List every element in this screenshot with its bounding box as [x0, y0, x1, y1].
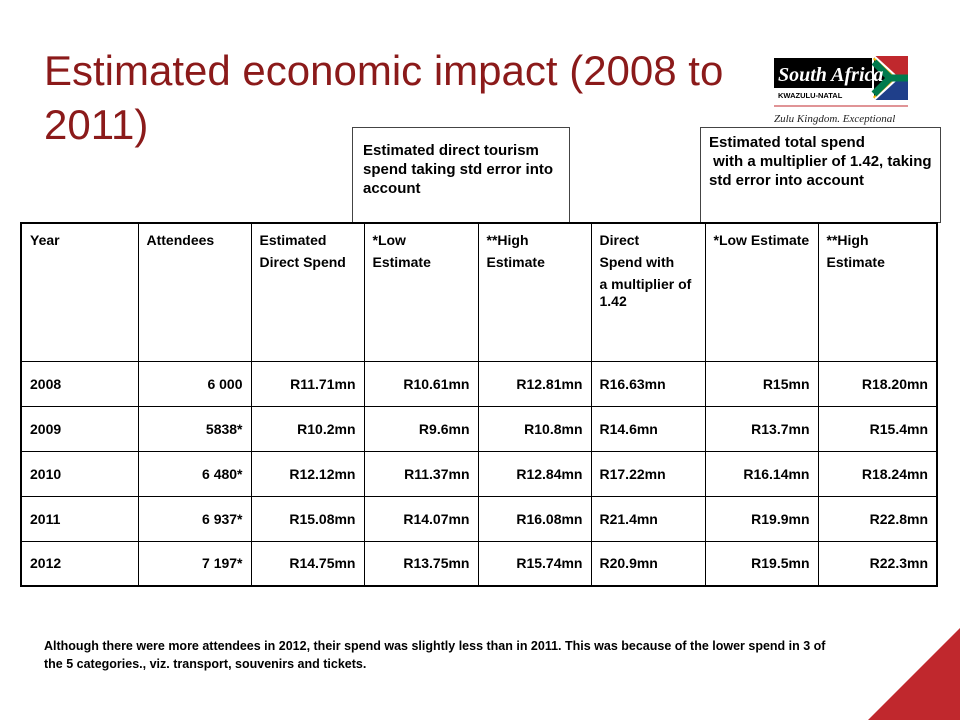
- cell-high-estimate: R16.08mn: [477, 495, 592, 542]
- header-multiplier-low-estimate: *Low Estimate: [704, 222, 819, 362]
- cell-total-high: R18.20mn: [817, 360, 938, 407]
- logo-tagline: Zulu Kingdom. Exceptional: [774, 113, 895, 125]
- callout-total-line2: with a multiplier of 1.42, taking std er…: [709, 153, 936, 189]
- cell-total-high: R18.24mn: [817, 450, 938, 497]
- cell-total-low: R13.7mn: [704, 405, 819, 452]
- table-row: 2012 7 197* R14.75mn R13.75mn R15.74mn R…: [20, 540, 938, 587]
- cell-attendees: 7 197*: [137, 540, 252, 587]
- cell-year: 2009: [20, 405, 139, 452]
- cell-total-low: R19.5mn: [704, 540, 819, 587]
- logo-region: KWAZULU-NATAL: [778, 91, 843, 100]
- callout-total-spend: Estimated total spend with a multiplier …: [700, 127, 941, 223]
- cell-total-spend: R14.6mn: [590, 405, 706, 452]
- cell-year: 2011: [20, 495, 139, 542]
- economic-impact-table: Year Attendees Estimated Direct Spend *Lo…: [20, 222, 938, 587]
- cell-high-estimate: R12.81mn: [477, 360, 592, 407]
- header-estimated-direct-spend: Estimated Direct Spend: [250, 222, 365, 362]
- page-title: Estimated economic impact (2008 to 2011): [44, 47, 724, 148]
- cell-low-estimate: R9.6mn: [363, 405, 479, 452]
- cell-direct-spend: R15.08mn: [250, 495, 365, 542]
- cell-total-high: R22.8mn: [817, 495, 938, 542]
- cell-direct-spend: R10.2mn: [250, 405, 365, 452]
- cell-attendees: 5838*: [137, 405, 252, 452]
- table-row: 2011 6 937* R15.08mn R14.07mn R16.08mn R…: [20, 495, 938, 542]
- cell-low-estimate: R13.75mn: [363, 540, 479, 587]
- cell-total-low: R15mn: [704, 360, 819, 407]
- cell-year: 2010: [20, 450, 139, 497]
- logo-wordmark: South Africa: [778, 64, 883, 86]
- cell-total-spend: R17.22mn: [590, 450, 706, 497]
- cell-attendees: 6 000: [137, 360, 252, 407]
- cell-total-low: R16.14mn: [704, 450, 819, 497]
- cell-year: 2008: [20, 360, 139, 407]
- header-attendees: Attendees: [137, 222, 252, 362]
- cell-high-estimate: R15.74mn: [477, 540, 592, 587]
- cell-attendees: 6 480*: [137, 450, 252, 497]
- cell-total-high: R15.4mn: [817, 405, 938, 452]
- cell-direct-spend: R14.75mn: [250, 540, 365, 587]
- cell-total-low: R19.9mn: [704, 495, 819, 542]
- header-row: Year Attendees Estimated Direct Spend *Lo…: [20, 222, 938, 362]
- table-row: 2008 6 000 R11.71mn R10.61mn R12.81mn R1…: [20, 360, 938, 407]
- corner-triangle-decoration: [868, 628, 960, 720]
- footnote: Although there were more attendees in 20…: [44, 639, 826, 671]
- header-year: Year: [20, 222, 139, 362]
- header-multiplier-high-estimate: **High Estimate: [817, 222, 938, 362]
- table-row: 2009 5838* R10.2mn R9.6mn R10.8mn R14.6m…: [20, 405, 938, 452]
- cell-attendees: 6 937*: [137, 495, 252, 542]
- cell-total-spend: R16.63mn: [590, 360, 706, 407]
- cell-year: 2012: [20, 540, 139, 587]
- table-row: 2010 6 480* R12.12mn R11.37mn R12.84mn R…: [20, 450, 938, 497]
- header-high-estimate: **High Estimate: [477, 222, 592, 362]
- cell-low-estimate: R11.37mn: [363, 450, 479, 497]
- callout-direct-text: Estimated direct tourism spend taking st…: [363, 142, 554, 197]
- cell-high-estimate: R10.8mn: [477, 405, 592, 452]
- callout-total-line1: Estimated total spend: [709, 134, 865, 151]
- cell-direct-spend: R12.12mn: [250, 450, 365, 497]
- cell-high-estimate: R12.84mn: [477, 450, 592, 497]
- cell-total-spend: R21.4mn: [590, 495, 706, 542]
- flag-icon: [871, 55, 908, 101]
- callout-direct-spend: Estimated direct tourism spend taking st…: [352, 127, 570, 223]
- cell-low-estimate: R10.61mn: [363, 360, 479, 407]
- cell-total-high: R22.3mn: [817, 540, 938, 587]
- header-low-estimate: *Low Estimate: [363, 222, 479, 362]
- cell-total-spend: R20.9mn: [590, 540, 706, 587]
- header-direct-spend-multiplier: Direct Spend with a multiplier of 1.42: [590, 222, 706, 362]
- cell-direct-spend: R11.71mn: [250, 360, 365, 407]
- cell-low-estimate: R14.07mn: [363, 495, 479, 542]
